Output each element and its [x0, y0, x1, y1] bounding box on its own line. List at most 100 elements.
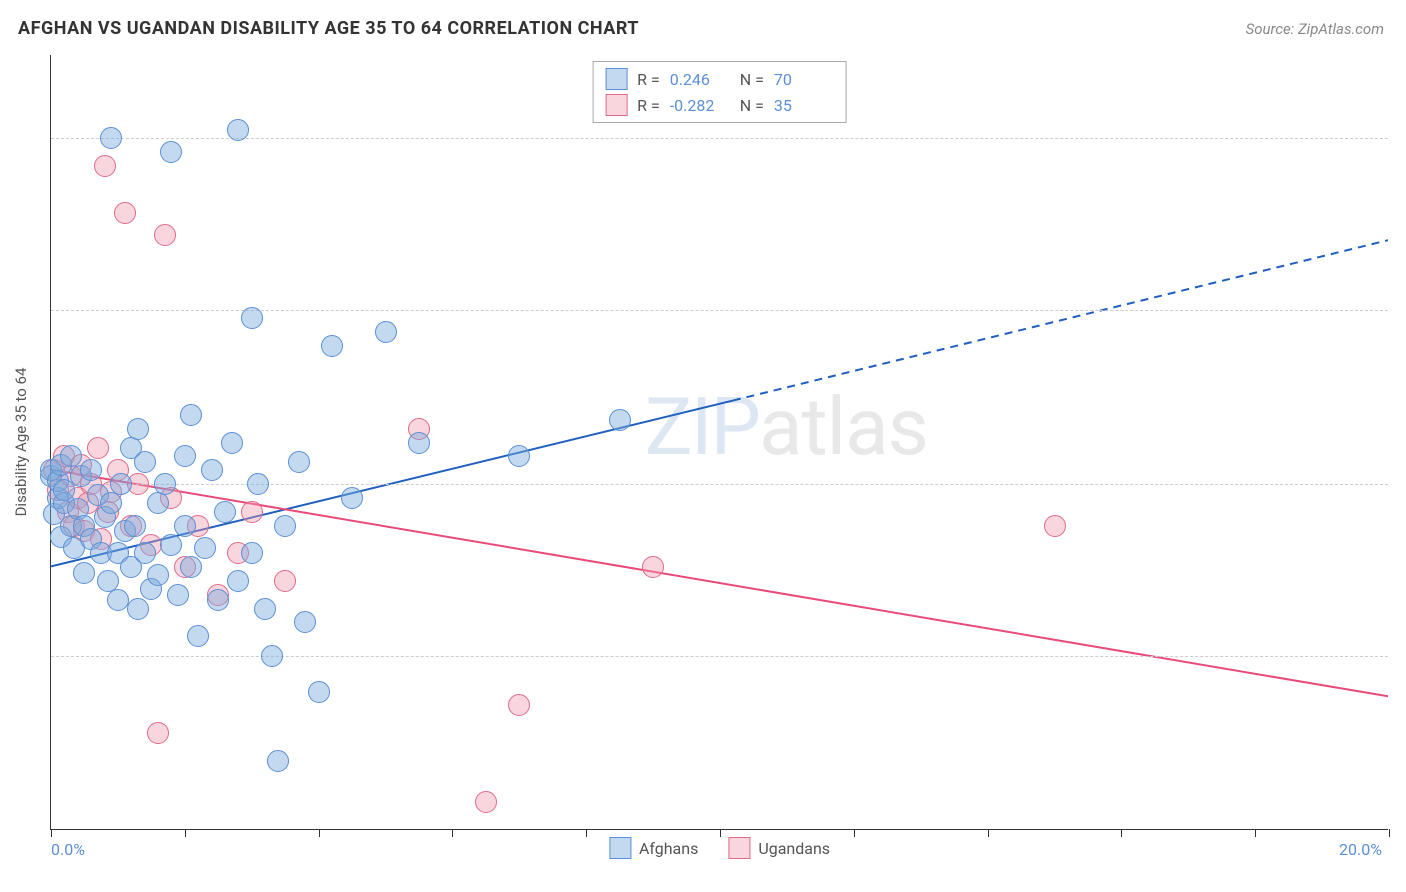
scatter-point-afghans — [127, 598, 149, 620]
scatter-point-ugandans — [114, 202, 136, 224]
scatter-point-afghans — [147, 564, 169, 586]
scatter-point-afghans — [80, 459, 102, 481]
scatter-point-afghans — [187, 625, 209, 647]
gridline-h — [51, 138, 1388, 139]
scatter-point-afghans — [254, 598, 276, 620]
scatter-point-ugandans — [274, 570, 296, 592]
scatter-chart: Disability Age 35 to 64 ZIPatlas R =0.24… — [50, 55, 1388, 830]
scatter-point-afghans — [288, 451, 310, 473]
chart-container: AFGHAN VS UGANDAN DISABILITY AGE 35 TO 6… — [0, 0, 1406, 892]
scatter-point-afghans — [160, 141, 182, 163]
scatter-point-ugandans — [87, 437, 109, 459]
legend-stats-box: R = 0.246 N = 70 R = -0.282 N = 35 — [592, 61, 847, 123]
watermark: ZIPatlas — [645, 380, 928, 474]
legend-series: Afghans Ugandans — [609, 837, 830, 859]
scatter-point-afghans — [194, 537, 216, 559]
y-tick-label: 12.5% — [1398, 475, 1406, 494]
y-axis-label: Disability Age 35 to 64 — [12, 368, 30, 517]
scatter-point-afghans — [100, 127, 122, 149]
scatter-point-ugandans — [94, 155, 116, 177]
scatter-point-afghans — [107, 589, 129, 611]
source-credit: Source: ZipAtlas.com — [1246, 20, 1384, 38]
scatter-point-afghans — [508, 445, 530, 467]
legend-swatch-icon — [605, 68, 627, 90]
scatter-point-afghans — [134, 542, 156, 564]
legend-swatch-icon — [609, 837, 631, 859]
gridline-h — [51, 656, 1388, 657]
scatter-point-afghans — [408, 432, 430, 454]
scatter-point-afghans — [180, 556, 202, 578]
scatter-point-afghans — [134, 451, 156, 473]
scatter-point-ugandans — [475, 791, 497, 813]
scatter-point-ugandans — [642, 556, 664, 578]
legend-n-label: N = — [740, 96, 764, 115]
scatter-point-ugandans — [147, 722, 169, 744]
x-tick — [586, 829, 587, 837]
legend-stat-row-afghans: R = 0.246 N = 70 — [605, 66, 834, 92]
x-tick — [1389, 829, 1390, 837]
scatter-point-afghans — [274, 515, 296, 537]
scatter-point-afghans — [160, 534, 182, 556]
x-tick — [452, 829, 453, 837]
y-tick-label: 25.0% — [1398, 129, 1406, 148]
scatter-point-afghans — [227, 570, 249, 592]
y-tick-label: 6.3% — [1398, 646, 1406, 665]
scatter-point-ugandans — [154, 224, 176, 246]
scatter-point-afghans — [609, 409, 631, 431]
legend-swatch-icon — [605, 94, 627, 116]
scatter-point-afghans — [241, 307, 263, 329]
legend-item-afghans: Afghans — [609, 837, 698, 859]
scatter-point-afghans — [110, 473, 132, 495]
legend-r-value: -0.282 — [670, 96, 730, 115]
scatter-point-afghans — [73, 562, 95, 584]
scatter-point-ugandans — [241, 501, 263, 523]
scatter-point-afghans — [154, 473, 176, 495]
x-tick — [720, 829, 721, 837]
x-tick — [1255, 829, 1256, 837]
scatter-point-afghans — [124, 515, 146, 537]
scatter-point-afghans — [247, 473, 269, 495]
scatter-point-afghans — [180, 404, 202, 426]
scatter-point-afghans — [167, 584, 189, 606]
chart-title: AFGHAN VS UGANDAN DISABILITY AGE 35 TO 6… — [18, 18, 639, 39]
scatter-point-afghans — [127, 418, 149, 440]
x-tick — [1121, 829, 1122, 837]
scatter-point-afghans — [294, 611, 316, 633]
x-tick — [185, 829, 186, 837]
scatter-point-afghans — [227, 119, 249, 141]
watermark-atlas: atlas — [759, 380, 928, 474]
scatter-point-afghans — [341, 487, 363, 509]
x-tick-label: 20.0% — [1339, 840, 1382, 859]
legend-item-ugandans: Ugandans — [728, 837, 830, 859]
legend-r-value: 0.246 — [670, 70, 730, 89]
scatter-point-ugandans — [1044, 515, 1066, 537]
legend-item-label: Afghans — [639, 839, 698, 858]
legend-swatch-icon — [728, 837, 750, 859]
scatter-point-afghans — [174, 515, 196, 537]
x-tick — [319, 829, 320, 837]
scatter-point-afghans — [267, 750, 289, 772]
scatter-point-ugandans — [508, 694, 530, 716]
x-tick — [988, 829, 989, 837]
legend-stat-row-ugandans: R = -0.282 N = 35 — [605, 92, 834, 118]
scatter-point-afghans — [261, 645, 283, 667]
scatter-point-afghans — [241, 542, 263, 564]
legend-r-label: R = — [637, 96, 660, 115]
scatter-point-afghans — [221, 432, 243, 454]
scatter-point-afghans — [321, 335, 343, 357]
scatter-point-afghans — [201, 459, 223, 481]
scatter-point-afghans — [375, 321, 397, 343]
scatter-point-afghans — [100, 492, 122, 514]
scatter-point-afghans — [147, 492, 169, 514]
legend-item-label: Ugandans — [758, 839, 830, 858]
trend-lines-layer — [51, 55, 1388, 829]
legend-n-label: N = — [740, 70, 764, 89]
scatter-point-afghans — [214, 501, 236, 523]
scatter-point-afghans — [207, 589, 229, 611]
x-tick-label: 0.0% — [51, 840, 85, 859]
legend-r-label: R = — [637, 70, 660, 89]
scatter-point-afghans — [308, 681, 330, 703]
legend-n-value: 35 — [774, 96, 834, 115]
watermark-zip: ZIP — [645, 380, 759, 474]
legend-n-value: 70 — [774, 70, 834, 89]
